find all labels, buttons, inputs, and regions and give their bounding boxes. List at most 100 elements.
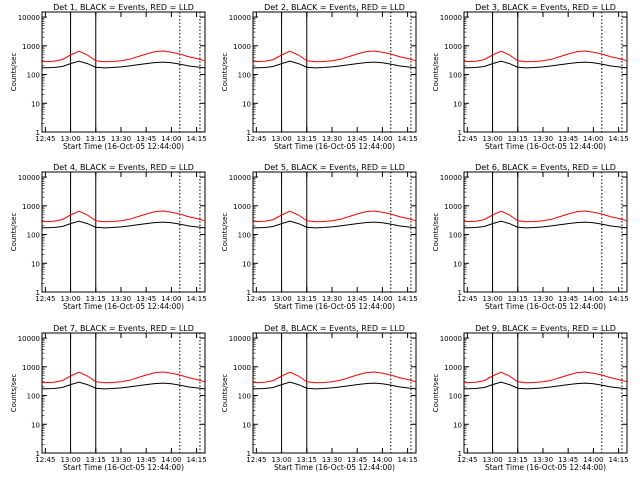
- x-axis-label: Start Time (16-Oct-05 12:44:00): [485, 302, 606, 311]
- x-tick-label: 13:30: [111, 135, 131, 143]
- x-tick-label: 14:00: [583, 295, 603, 303]
- plot-frame: [41, 11, 206, 133]
- x-tick-label: 13:30: [533, 295, 553, 303]
- x-tick-label: 12:45: [35, 295, 55, 303]
- x-tick-label: 13:45: [347, 135, 367, 143]
- x-tick-label: 12:45: [457, 456, 477, 464]
- plot-frame: [41, 171, 206, 293]
- series-line-events: [463, 381, 628, 390]
- x-tick-label: 13:15: [86, 295, 106, 303]
- panel-det-5: Det 5, BLACK = Events, RED = LLD 1 10 100 10…: [221, 163, 418, 311]
- x-tick-label: 12:45: [457, 295, 477, 303]
- y-axis-label: Counts/sec: [221, 374, 229, 413]
- y-axis-label: Counts/sec: [221, 213, 229, 252]
- panel-det-2: Det 2, BLACK = Events, RED = LLD 1 10 100 10…: [221, 3, 418, 151]
- plot-frame: [41, 332, 206, 454]
- x-tick-label: 13:45: [136, 295, 156, 303]
- y-tick-label: 10: [242, 100, 251, 108]
- x-tick-label: 13:30: [533, 456, 553, 464]
- x-tick-label: 14:00: [583, 456, 603, 464]
- y-tick-label: 10000: [440, 335, 462, 343]
- x-tick-label: 13:15: [508, 456, 528, 464]
- x-tick-label: 13:00: [60, 456, 80, 464]
- y-tick-label: 1000: [233, 203, 251, 211]
- y-tick-label: 10: [453, 421, 462, 429]
- x-tick-label: 13:45: [347, 295, 367, 303]
- series-line-lld: [463, 210, 628, 223]
- x-axis-label: Start Time (16-Oct-05 12:44:00): [485, 463, 606, 472]
- series-line-events: [463, 220, 628, 229]
- plot-frame: [252, 11, 417, 133]
- x-tick-label: 13:15: [508, 295, 528, 303]
- y-tick-label: 1000: [444, 43, 462, 51]
- x-axis-label: Start Time (16-Oct-05 12:44:00): [63, 463, 184, 472]
- plot-frame: [463, 11, 628, 133]
- y-axis-label: Counts/sec: [221, 53, 229, 92]
- panel-title: Det 9, BLACK = Events, RED = LLD: [475, 324, 616, 333]
- series-line-events: [41, 220, 206, 229]
- series-line-lld: [252, 50, 417, 63]
- x-tick-label: 13:00: [271, 456, 291, 464]
- y-tick-label: 100: [449, 232, 462, 240]
- x-tick-label: 13:30: [322, 135, 342, 143]
- x-tick-label: 13:00: [271, 295, 291, 303]
- panel-det-6: Det 6, BLACK = Events, RED = LLD 1 10 100 10…: [432, 163, 629, 311]
- panel-title: Det 8, BLACK = Events, RED = LLD: [264, 324, 405, 333]
- x-tick-label: 14:15: [609, 295, 629, 303]
- x-tick-label: 13:30: [322, 456, 342, 464]
- x-tick-label: 14:15: [398, 295, 418, 303]
- y-tick-label: 1000: [22, 203, 40, 211]
- x-tick-label: 13:45: [558, 456, 578, 464]
- plot-frame: [252, 332, 417, 454]
- y-tick-label: 1: [247, 289, 251, 297]
- panel-title: Det 4, BLACK = Events, RED = LLD: [53, 163, 194, 172]
- series-line-lld: [463, 371, 628, 384]
- y-tick-label: 10000: [229, 335, 251, 343]
- panel-title: Det 5, BLACK = Events, RED = LLD: [264, 163, 405, 172]
- x-tick-label: 14:15: [187, 295, 207, 303]
- x-tick-label: 13:00: [482, 295, 502, 303]
- y-tick-label: 10: [453, 260, 462, 268]
- y-axis-label: Counts/sec: [10, 374, 18, 413]
- panel-det-8: Det 8, BLACK = Events, RED = LLD 1 10 100 10…: [221, 324, 418, 472]
- y-tick-label: 10000: [229, 14, 251, 22]
- y-tick-label: 1: [458, 129, 462, 137]
- x-tick-label: 13:45: [347, 456, 367, 464]
- y-tick-label: 1000: [22, 43, 40, 51]
- x-tick-label: 14:00: [583, 135, 603, 143]
- x-tick-label: 13:15: [297, 295, 317, 303]
- y-axis-label: Counts/sec: [10, 53, 18, 92]
- x-tick-label: 13:30: [533, 135, 553, 143]
- x-tick-label: 14:15: [609, 456, 629, 464]
- series-line-events: [463, 60, 628, 69]
- x-tick-label: 14:00: [161, 456, 181, 464]
- x-axis-label: Start Time (16-Oct-05 12:44:00): [274, 302, 395, 311]
- x-tick-label: 13:15: [297, 456, 317, 464]
- plot-frame: [463, 171, 628, 293]
- x-tick-label: 13:15: [86, 456, 106, 464]
- y-tick-label: 10: [242, 260, 251, 268]
- y-tick-label: 10: [242, 421, 251, 429]
- y-axis-label: Counts/sec: [432, 374, 440, 413]
- y-tick-label: 100: [449, 393, 462, 401]
- x-tick-label: 14:15: [609, 135, 629, 143]
- y-tick-label: 100: [238, 72, 251, 80]
- y-tick-label: 1000: [233, 43, 251, 51]
- y-tick-label: 1: [247, 450, 251, 458]
- panel-title: Det 2, BLACK = Events, RED = LLD: [264, 3, 405, 12]
- y-tick-label: 1: [458, 450, 462, 458]
- y-tick-label: 1: [458, 289, 462, 297]
- series-line-lld: [41, 371, 206, 384]
- y-tick-label: 10: [31, 421, 40, 429]
- y-axis-label: Counts/sec: [432, 213, 440, 252]
- x-tick-label: 14:00: [372, 135, 392, 143]
- panel-det-4: Det 4, BLACK = Events, RED = LLD 1 10 100 10…: [10, 163, 207, 311]
- plot-frame: [463, 332, 628, 454]
- panel-title: Det 3, BLACK = Events, RED = LLD: [475, 3, 616, 12]
- x-tick-label: 13:15: [297, 135, 317, 143]
- y-tick-label: 1000: [22, 364, 40, 372]
- y-tick-label: 10: [453, 100, 462, 108]
- x-tick-label: 13:15: [508, 135, 528, 143]
- y-tick-label: 10000: [18, 14, 40, 22]
- x-tick-label: 13:00: [60, 295, 80, 303]
